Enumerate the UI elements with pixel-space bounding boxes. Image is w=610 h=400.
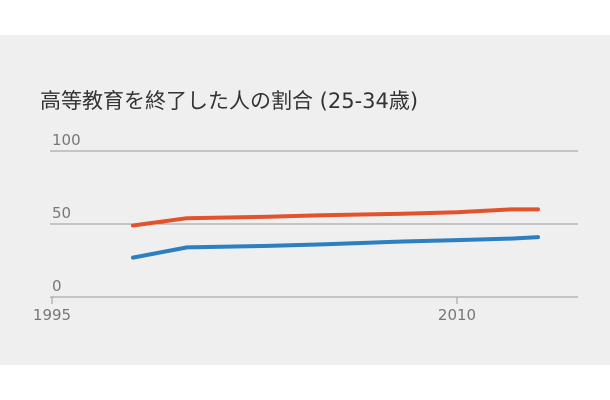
y-tick-label-100: 100: [52, 131, 81, 149]
gridlines: [50, 150, 578, 304]
series-lines: [131, 207, 540, 260]
y-tick-label-50: 50: [52, 204, 71, 222]
x-tick-label-2010: 2010: [438, 306, 476, 324]
line-chart: 0 50 100 1995 2010: [33, 131, 578, 324]
y-tick-label-0: 0: [52, 277, 62, 295]
x-tick-label-1995: 1995: [33, 306, 71, 324]
chart-title: 高等教育を終了した人の割合 (25-34歳): [40, 89, 419, 113]
chart-panel: 高等教育を終了した人の割合 (25-34歳) 0 50 100 1995 2010: [0, 35, 610, 365]
tick-labels: 0 50 100 1995 2010: [33, 131, 476, 324]
series-line-1: [131, 207, 540, 228]
series-line-2: [131, 235, 540, 260]
